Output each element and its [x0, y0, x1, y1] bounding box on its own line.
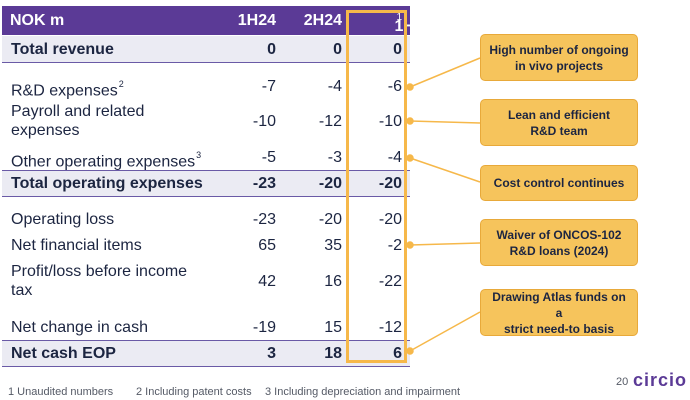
divider: [2, 170, 410, 171]
callout-lean-rd-team: Lean and efficient R&D team: [480, 99, 638, 146]
divider: [2, 62, 410, 63]
value-1h24: 42: [258, 273, 276, 290]
row-net-change-cash: Net change in cash -19 15 -12: [2, 318, 410, 338]
value-1h25: 0: [393, 41, 402, 58]
row-rd-expenses: R&D expenses2 -7 -4 -6: [2, 77, 410, 100]
row-payroll: Payroll and related expenses -10 -12 -10: [2, 102, 410, 142]
value-1h24: -23: [252, 175, 276, 192]
connector-dot: [406, 241, 414, 249]
value-1h24: 65: [258, 237, 276, 254]
value-2h24: 15: [324, 319, 342, 336]
row-label: Operating loss: [11, 211, 115, 228]
row-profit-before-tax: Profit/loss before income tax 42 16 -22: [2, 262, 410, 302]
callout-cost-control: Cost control continues: [480, 165, 638, 201]
value-2h24: -12: [318, 113, 342, 130]
highlight-1h25-column: [346, 10, 407, 363]
connector-dot: [406, 154, 414, 162]
value-1h24: -19: [252, 319, 276, 336]
value-1h24: -23: [252, 211, 276, 228]
row-label: Net financial items: [11, 237, 142, 254]
header-1h25-footnote: 1: [396, 12, 402, 23]
value-1h25: -6: [387, 78, 402, 95]
value-1h25: -4: [387, 149, 402, 166]
table-header: NOK m 1H24 2H24 1H25 1: [2, 6, 433, 35]
divider: [2, 196, 410, 197]
footnote-1: 1 Unaudited numbers: [8, 386, 114, 398]
value-2h24: -4: [327, 78, 342, 95]
row-total-opex: Total operating expenses -23 -20 -20: [2, 171, 410, 196]
header-unit-label: NOK m: [10, 12, 65, 29]
divider: [2, 340, 410, 341]
row-label-line2: tax: [11, 282, 33, 299]
footnote-2: 2 Including patent costs: [136, 386, 252, 398]
connector-dot: [406, 347, 414, 355]
row-net-financial-items: Net financial items 65 35 -2: [2, 236, 410, 256]
footnote-marker: 2: [118, 79, 124, 89]
value-2h24: 0: [333, 41, 342, 58]
header-1h24: 1H24: [237, 12, 276, 29]
connector-line: [409, 57, 481, 88]
value-1h25: -10: [378, 113, 402, 130]
value-1h25: -12: [378, 319, 402, 336]
divider: [2, 366, 410, 367]
value-1h25: 6: [393, 345, 402, 362]
value-2h24: -3: [327, 149, 342, 166]
value-2h24: -20: [318, 175, 342, 192]
row-operating-loss: Operating loss -23 -20 -20: [2, 210, 410, 230]
row-label: Profit/loss before income: [11, 263, 188, 280]
connector-line: [409, 242, 481, 246]
row-total-revenue: Total revenue 0 0 0: [2, 36, 410, 62]
row-label: Total revenue: [11, 41, 114, 58]
page-number: 20: [616, 376, 629, 388]
value-1h25: -2: [387, 237, 402, 254]
connector-dot: [406, 83, 414, 91]
value-2h24: 16: [324, 273, 342, 290]
row-other-opex: Other operating expenses3 -5 -3 -4: [2, 148, 410, 171]
connector-line: [409, 311, 481, 352]
row-label: Other operating expenses3: [11, 150, 202, 171]
row-label: Net cash EOP: [11, 345, 116, 362]
footnote-marker: 3: [196, 150, 202, 160]
value-2h24: 35: [324, 237, 342, 254]
value-1h25: -20: [378, 211, 402, 228]
row-label-line2: expenses: [11, 122, 80, 139]
row-label: Total operating expenses: [11, 175, 203, 192]
row-net-cash-eop: Net cash EOP 3 18 6: [2, 341, 410, 366]
value-1h24: 0: [267, 41, 276, 58]
header-2h24: 2H24: [303, 12, 342, 29]
row-label: R&D expenses2: [11, 79, 124, 100]
value-1h24: -5: [261, 149, 276, 166]
callout-in-vivo-projects: High number of ongoing in vivo projects: [480, 34, 638, 81]
value-1h24: -10: [252, 113, 276, 130]
callout-oncos-loan-waiver: Waiver of ONCOS-102 R&D loans (2024): [480, 219, 638, 266]
row-label: Net change in cash: [11, 319, 148, 336]
value-1h24: -7: [261, 78, 276, 95]
value-1h24: 3: [267, 345, 276, 362]
value-2h24: -20: [318, 211, 342, 228]
value-1h25: -22: [378, 273, 402, 290]
value-1h25: -20: [378, 175, 402, 192]
connector-line: [409, 157, 481, 183]
connector-line: [409, 120, 481, 124]
value-2h24: 18: [324, 345, 342, 362]
circio-logo: circio: [633, 370, 688, 390]
connector-dot: [406, 117, 414, 125]
footnote-3: 3 Including depreciation and impairment: [265, 386, 461, 398]
callout-atlas-funds: Drawing Atlas funds on a strict need-to …: [480, 289, 638, 336]
row-label: Payroll and related: [11, 103, 145, 120]
